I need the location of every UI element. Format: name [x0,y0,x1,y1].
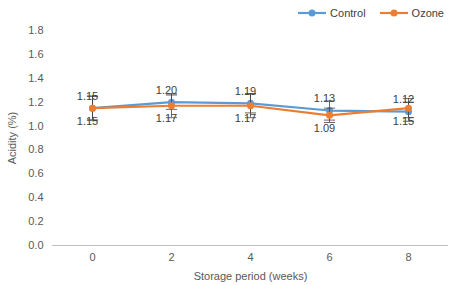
svg-text:0.6: 0.6 [28,167,43,179]
svg-text:1.17: 1.17 [235,112,256,124]
svg-text:1.13: 1.13 [314,92,335,104]
svg-text:1.09: 1.09 [314,122,335,134]
svg-text:1.20: 1.20 [156,84,177,96]
svg-text:Acidity (%): Acidity (%) [6,112,18,165]
svg-text:1.15: 1.15 [77,90,98,102]
svg-text:1.15: 1.15 [393,115,414,127]
svg-text:6: 6 [326,251,332,263]
svg-text:0.8: 0.8 [28,143,43,155]
svg-text:1.4: 1.4 [28,72,43,84]
svg-text:0: 0 [89,251,95,263]
svg-text:1.6: 1.6 [28,48,43,60]
html-text:Control: Control [330,7,366,19]
svg-text:0.2: 0.2 [28,215,43,227]
svg-text:1.0: 1.0 [28,120,43,132]
svg-text:4: 4 [247,251,253,263]
svg-text:8: 8 [405,251,411,263]
svg-text:1.19: 1.19 [235,85,256,97]
svg-text:1.8: 1.8 [28,24,43,36]
svg-text:1.17: 1.17 [156,112,177,124]
svg-text:1.2: 1.2 [28,96,43,108]
svg-text:0.4: 0.4 [28,191,43,203]
svg-text:2: 2 [168,251,174,263]
svg-text:1.12: 1.12 [393,93,414,105]
svg-text:1.15: 1.15 [77,115,98,127]
svg-text:0.0: 0.0 [28,239,43,251]
html-text:Ozone: Ozone [411,7,444,19]
svg-text:Storage period (weeks): Storage period (weeks) [194,270,308,282]
